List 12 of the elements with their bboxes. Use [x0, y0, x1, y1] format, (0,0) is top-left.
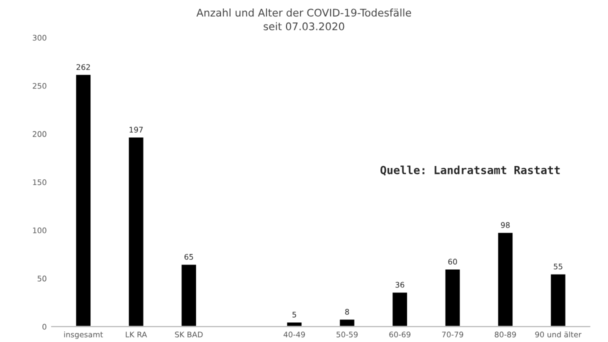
chart-title: Anzahl und Alter der COVID-19-Todesfälle	[196, 8, 412, 17]
bar	[180, 263, 198, 327]
bar	[286, 321, 303, 327]
bar	[550, 272, 567, 327]
bar	[391, 291, 408, 327]
bar	[127, 136, 145, 327]
chart-subtitle: seit 07.03.2020	[264, 22, 344, 30]
bar	[338, 318, 356, 327]
bar	[74, 74, 92, 327]
bar	[496, 232, 514, 327]
annotation: Quelle: Landratsamt Rastatt	[380, 166, 560, 176]
bar	[444, 268, 462, 327]
